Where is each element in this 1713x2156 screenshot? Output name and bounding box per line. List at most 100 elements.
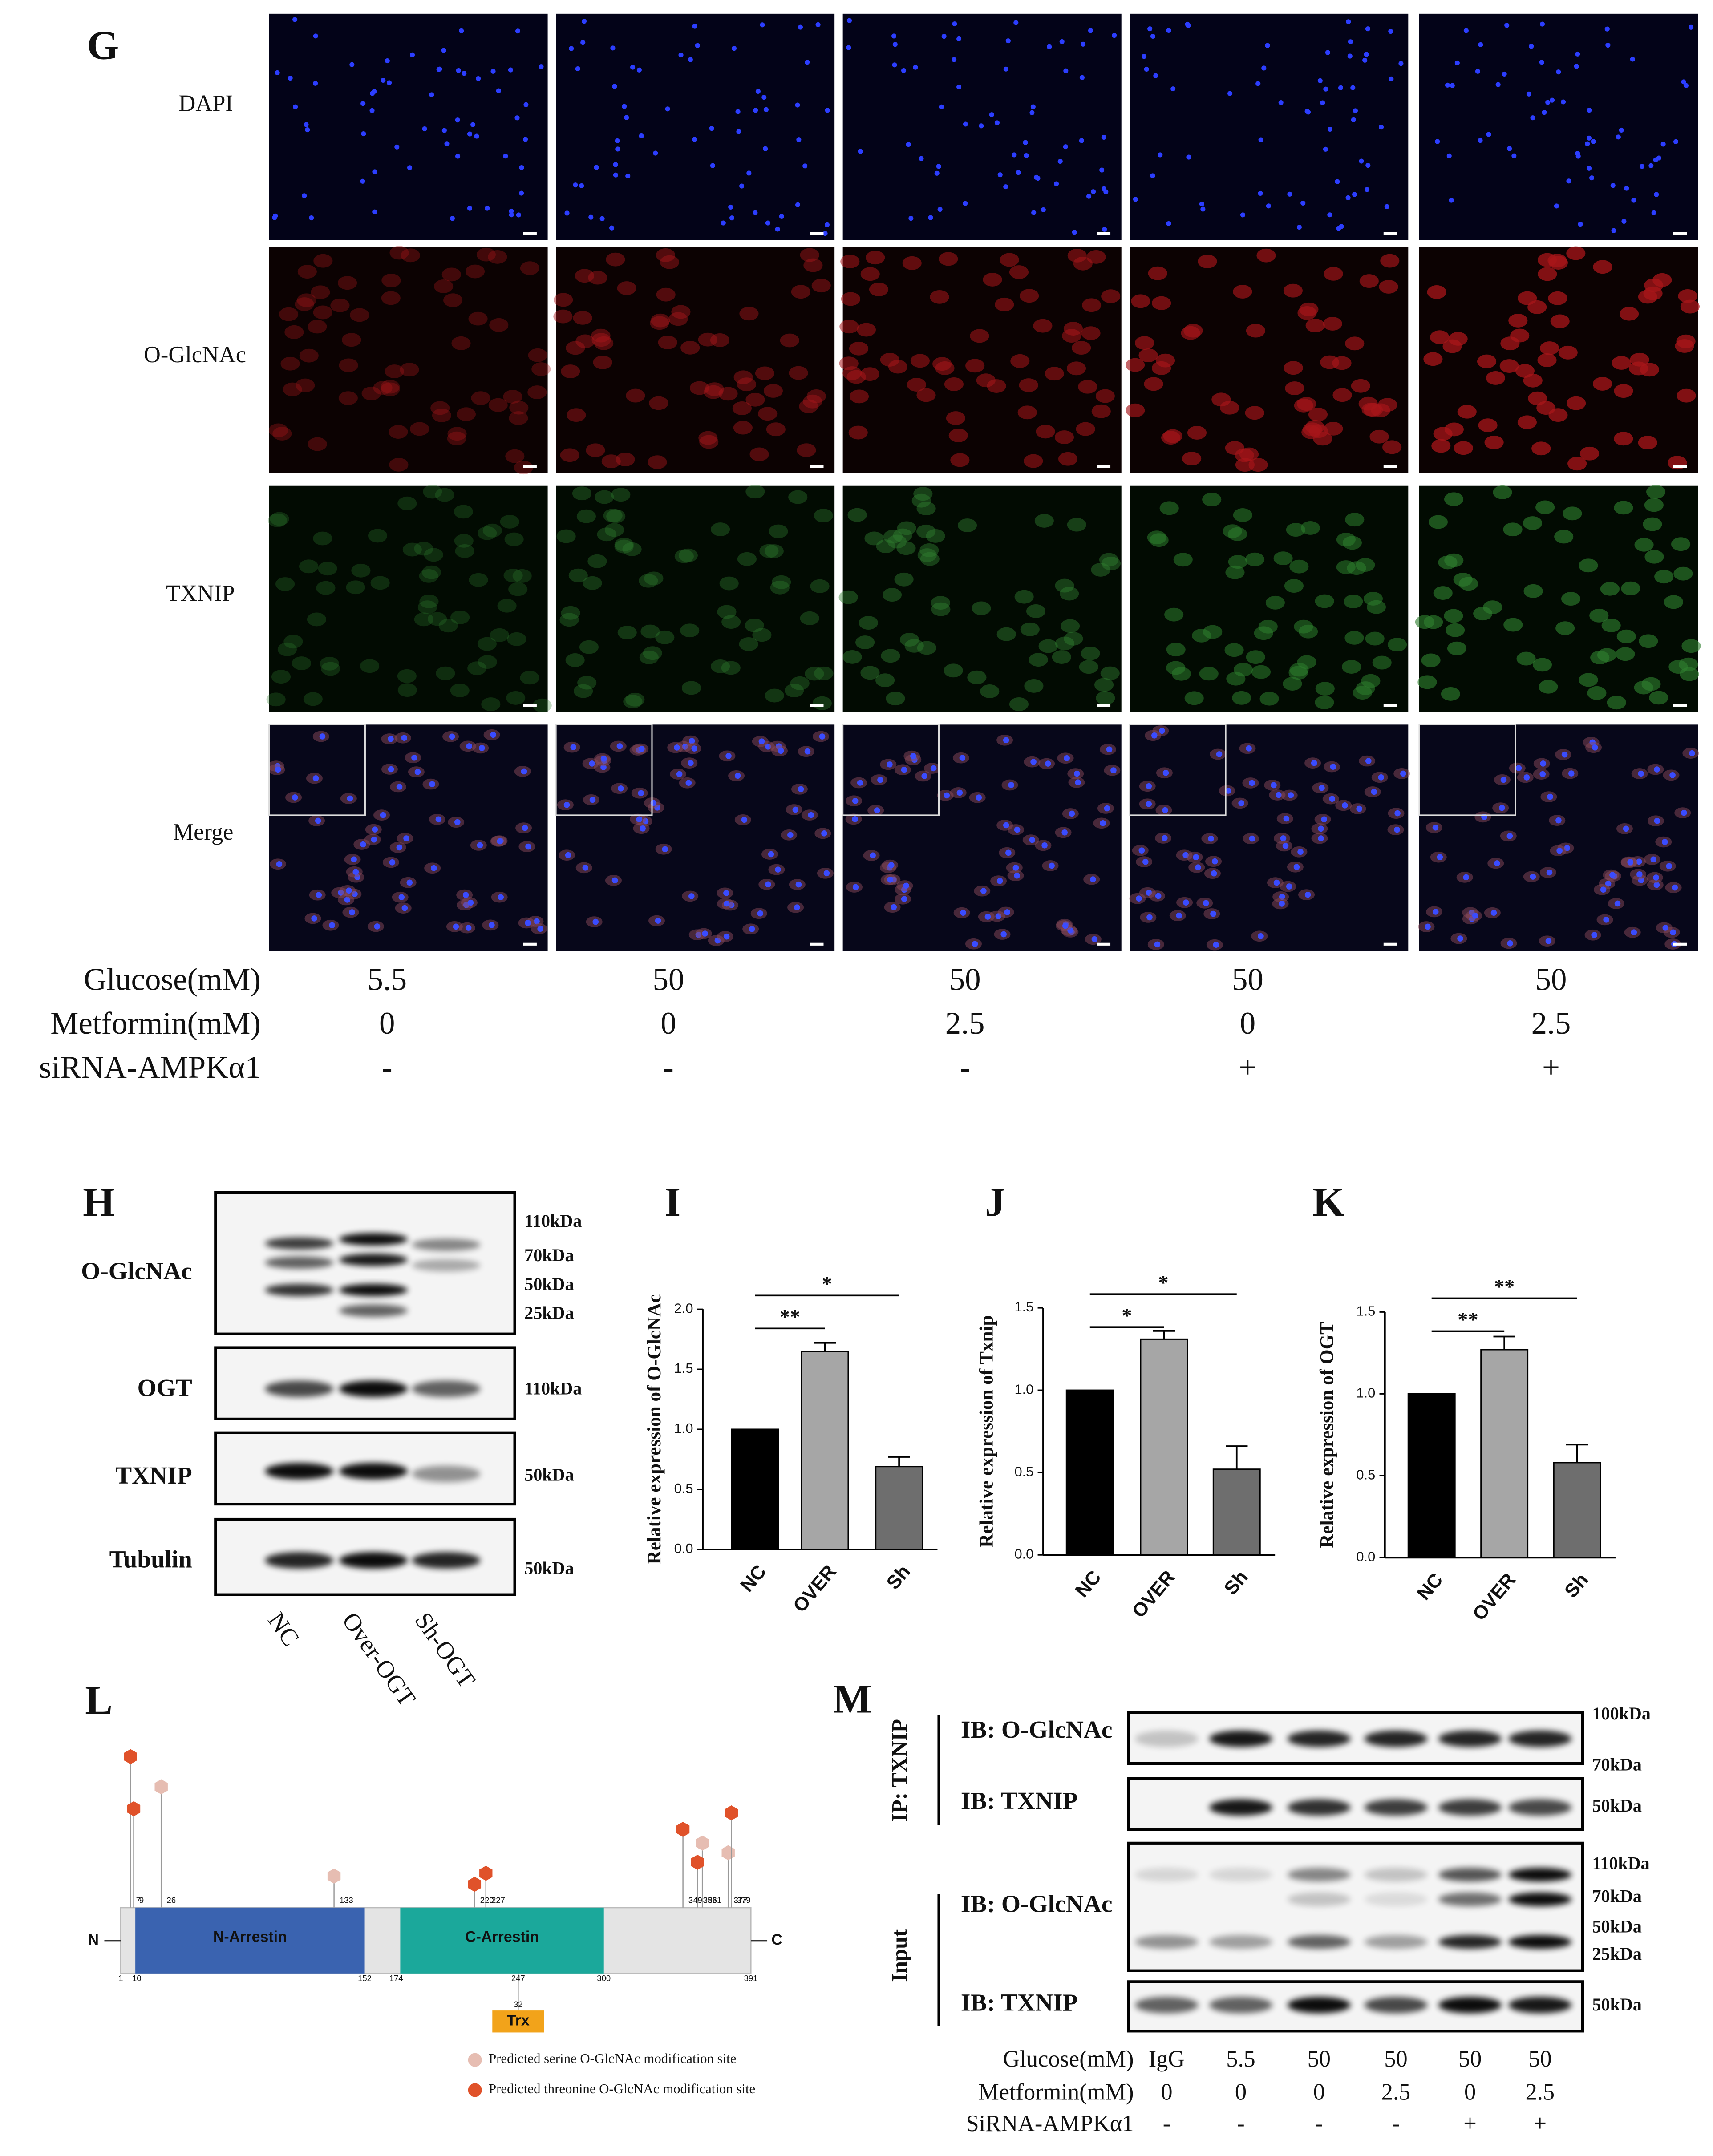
cell: [920, 552, 940, 566]
nucleus: [794, 904, 800, 910]
cell: [1163, 429, 1182, 443]
nucleus: [710, 163, 715, 168]
nucleus: [815, 22, 821, 27]
cell: [739, 637, 758, 651]
cell: [1297, 655, 1316, 669]
nucleus: [795, 102, 800, 108]
y-tick-label: 1.5: [674, 1360, 693, 1376]
condition-value: -: [1163, 2111, 1170, 2136]
panel-label: M: [833, 1677, 872, 1722]
cell: [704, 385, 723, 399]
nucleus: [302, 193, 307, 198]
cell: [283, 635, 303, 649]
cell: [1182, 452, 1202, 465]
cell: [594, 336, 614, 350]
nucleus: [662, 846, 668, 853]
cell: [421, 565, 441, 579]
cell: [883, 530, 903, 544]
nucleus: [1591, 932, 1597, 938]
scale-bar: [810, 942, 824, 946]
cell: [640, 624, 660, 639]
nucleus: [449, 733, 455, 740]
cell: [1166, 643, 1186, 657]
marker-label: 70kDa: [524, 1245, 574, 1265]
cell: [970, 329, 989, 343]
cell: [917, 548, 937, 562]
residue-label: 174: [389, 1974, 403, 1983]
band: [1438, 1892, 1502, 1906]
nucleus: [565, 852, 571, 858]
nucleus: [640, 825, 646, 832]
blot-frame: [1127, 1711, 1584, 1765]
nucleus: [1318, 825, 1324, 832]
cell: [917, 641, 936, 655]
cell: [1091, 562, 1110, 577]
residue-label: 391: [744, 1974, 758, 1983]
cell: [337, 276, 357, 290]
nucleus: [755, 89, 761, 94]
cell: [1589, 608, 1609, 623]
cell: [1554, 530, 1574, 544]
nucleus: [1014, 872, 1020, 879]
nucleus: [1666, 863, 1673, 870]
cell: [1382, 440, 1402, 454]
cell: [1433, 427, 1453, 441]
nucleus: [522, 137, 528, 142]
nucleus: [1151, 732, 1158, 739]
cell: [806, 389, 826, 403]
nucleus: [477, 842, 483, 849]
cell: [350, 308, 369, 322]
nucleus: [1394, 826, 1400, 833]
band: [1508, 1730, 1572, 1747]
nucleus: [1158, 152, 1163, 158]
y-tick-label: 1.5: [1356, 1303, 1375, 1319]
nucleus: [1004, 909, 1010, 915]
cell: [583, 576, 602, 590]
cell: [1477, 354, 1497, 368]
nucleus: [429, 92, 434, 97]
nucleus: [721, 220, 726, 226]
band: [339, 1380, 408, 1397]
cell: [568, 568, 588, 582]
cell: [451, 336, 471, 350]
nucleus: [582, 865, 589, 871]
cell: [648, 455, 667, 469]
cell: [414, 542, 433, 556]
cell: [559, 613, 579, 627]
nucleus: [994, 120, 1000, 125]
cell: [1245, 406, 1264, 420]
cell: [1342, 660, 1361, 674]
nucleus: [709, 125, 714, 131]
nucleus: [1587, 108, 1592, 113]
cell: [1431, 439, 1451, 453]
nucleus: [1279, 901, 1285, 907]
nucleus: [437, 66, 442, 72]
cell: [1478, 418, 1498, 433]
error-bar: [1493, 1335, 1515, 1350]
nucleus: [429, 781, 435, 787]
nucleus: [537, 926, 543, 932]
row-label: TXNIP: [115, 1462, 192, 1489]
cell: [745, 619, 764, 632]
error-bar: [1566, 1444, 1588, 1463]
nucleus: [315, 817, 321, 824]
cell: [1324, 267, 1343, 281]
cell: [902, 256, 922, 270]
nucleus: [1653, 157, 1658, 162]
nucleus: [1311, 760, 1317, 766]
cell: [308, 437, 327, 451]
cell: [436, 666, 455, 680]
nucleus: [485, 206, 490, 211]
nucleus: [1592, 744, 1598, 751]
residue-label: 152: [358, 1974, 372, 1983]
nucleus: [459, 28, 464, 33]
nucleus: [508, 67, 513, 73]
condition-value: -: [1392, 2111, 1400, 2136]
cell: [316, 581, 336, 595]
nucleus: [1624, 186, 1629, 191]
nucleus: [735, 109, 741, 114]
domain-label: Trx: [507, 2012, 530, 2029]
cell: [710, 522, 730, 536]
cell: [791, 285, 810, 299]
nucleus: [638, 790, 644, 797]
